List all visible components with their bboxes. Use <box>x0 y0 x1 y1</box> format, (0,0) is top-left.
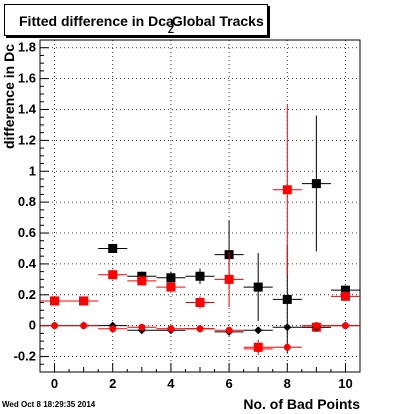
y-tick-label: 0.2 <box>18 287 36 302</box>
y-tick-label: 0 <box>29 318 36 333</box>
data-point-circle <box>138 323 146 331</box>
y-tick-label: 0.8 <box>18 194 36 209</box>
data-point-square <box>224 274 234 284</box>
data-point-square <box>282 294 292 304</box>
data-point-square <box>195 271 205 281</box>
data-point-square <box>108 270 118 280</box>
data-point-square <box>108 243 118 253</box>
data-point-square <box>166 282 176 292</box>
y-axis-label: difference in Dc <box>1 44 17 149</box>
data-point-circle <box>312 322 320 330</box>
data-point-circle <box>167 325 175 333</box>
axes: 0 2 4 6 8 10 -0.2 0 0.2 0.4 0.6 0.8 1 1.2 1.4 1.6 1.8 <box>14 39 361 391</box>
timestamp-footer: Wed Oct 8 18:29:35 2014 <box>2 400 96 409</box>
x-tick-label: 10 <box>338 376 352 391</box>
data-point-diamond <box>254 326 263 335</box>
y-tick-label: 1.4 <box>18 101 37 116</box>
x-tick-label: 6 <box>225 376 232 391</box>
data-point-circle <box>341 322 349 330</box>
data-point-circle <box>109 325 117 333</box>
y-tick-label: 1 <box>29 163 36 178</box>
data-point-square <box>166 273 176 283</box>
data-point-square <box>340 291 350 301</box>
data-point-square <box>195 298 205 308</box>
x-tick-label: 8 <box>284 376 291 391</box>
title-rest: Global Tracks <box>171 13 264 29</box>
grid <box>40 40 360 372</box>
data-point-square <box>137 276 147 286</box>
data-point-circle <box>225 326 233 334</box>
y-tick-label: 1.8 <box>18 40 36 55</box>
title-subscript: Z <box>167 25 174 36</box>
data-point-square <box>50 296 60 306</box>
data-point-square <box>340 285 350 295</box>
x-tick-label: 0 <box>51 376 58 391</box>
data-point-square <box>79 296 89 306</box>
x-tick-label: 2 <box>109 376 116 391</box>
data-point-circle <box>283 343 291 351</box>
data-point-square <box>282 185 292 195</box>
title-main: Fitted difference in Dca <box>19 13 174 29</box>
plot-frame <box>39 39 361 373</box>
data-point-circle <box>80 322 88 330</box>
data-point-square <box>311 179 321 189</box>
data-point-diamond <box>283 323 292 332</box>
y-tick-label: -0.2 <box>14 349 36 364</box>
data-point-circle <box>196 325 204 333</box>
data-point-circle <box>254 345 262 353</box>
x-tick-label: 4 <box>167 376 175 391</box>
data-marks <box>40 104 360 356</box>
data-point-circle <box>51 322 59 330</box>
y-tick-label: 1.2 <box>18 132 36 147</box>
data-point-square <box>253 282 263 292</box>
x-axis-label: No. of Bad Points <box>243 396 360 412</box>
y-tick-label: 1.6 <box>18 71 36 86</box>
y-tick-label: 0.6 <box>18 225 36 240</box>
y-tick-label: 0.4 <box>18 256 37 271</box>
chart-title: Fitted difference in DcaZGlobal Tracks <box>4 4 268 36</box>
